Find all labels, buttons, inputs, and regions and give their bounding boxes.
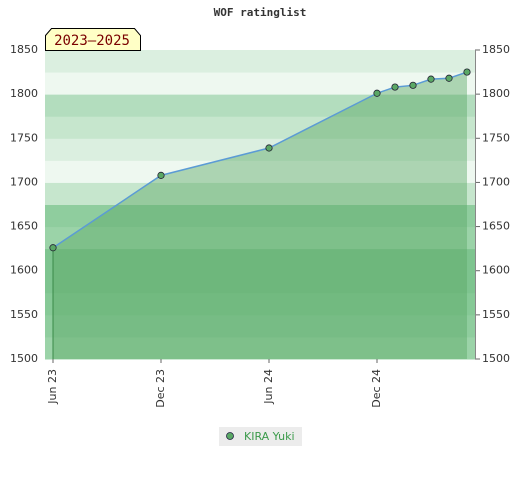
legend-label: KIRA Yuki <box>244 430 295 443</box>
background-stripe <box>45 116 475 139</box>
y-tick-label: 1850 <box>10 43 38 56</box>
point <box>427 75 435 83</box>
y2-tick-label: 1700 <box>482 175 510 188</box>
y-tick-label: 1650 <box>10 220 38 233</box>
chart-title: WOF ratinglist <box>214 6 307 19</box>
background-stripe <box>45 50 475 73</box>
annotation-text: 2023–2025 <box>54 33 130 49</box>
point <box>445 74 453 82</box>
x-tick-label: Jun 24 <box>262 369 275 405</box>
background-stripe <box>45 336 475 360</box>
background-stripe <box>45 182 475 205</box>
point <box>409 81 417 89</box>
annotation: 2023–2025 <box>45 28 141 51</box>
background-stripe <box>45 270 475 294</box>
x-tick-label: Jun 23 <box>46 369 59 405</box>
point <box>373 89 381 97</box>
background-stripe <box>45 226 475 250</box>
y2-tick-label: 1600 <box>482 264 510 277</box>
y-tick-label: 1600 <box>10 264 38 277</box>
y2-tick-label: 1800 <box>482 87 510 100</box>
legend-marker <box>226 432 234 440</box>
y2-tick-label: 1650 <box>482 220 510 233</box>
plot-area: 1500 1500 1550 1550 1600 1600 1650 1650 1700 1700… <box>10 43 510 408</box>
point <box>463 68 471 76</box>
y-tick-label: 1750 <box>10 131 38 144</box>
y-tick-label: 1500 <box>10 352 38 365</box>
x-tick-label: Dec 24 <box>370 369 383 408</box>
point <box>391 83 399 91</box>
background-stripe <box>45 248 475 272</box>
y2-tick-label: 1750 <box>482 131 510 144</box>
background-stripe <box>45 314 475 338</box>
y-tick-label: 1700 <box>10 175 38 188</box>
y-tick-label: 1550 <box>10 308 38 321</box>
point <box>157 171 165 179</box>
y2-tick-label: 1850 <box>482 43 510 56</box>
area <box>53 72 467 360</box>
x-tick-label: Dec 23 <box>154 369 167 408</box>
background-stripe <box>45 94 475 117</box>
point <box>49 244 57 252</box>
y2-tick-label: 1550 <box>482 308 510 321</box>
legend-box <box>219 427 302 446</box>
annotation-box <box>45 28 141 51</box>
background-stripe <box>45 72 475 95</box>
background-stripe <box>45 160 475 183</box>
data-layer <box>49 68 471 360</box>
legend: KIRA Yuki <box>219 427 302 446</box>
y2-tick-label: 1500 <box>482 352 510 365</box>
background-stripe <box>45 204 475 228</box>
point <box>265 144 273 152</box>
background-stripe <box>45 292 475 316</box>
y-tick-label: 1800 <box>10 87 38 100</box>
